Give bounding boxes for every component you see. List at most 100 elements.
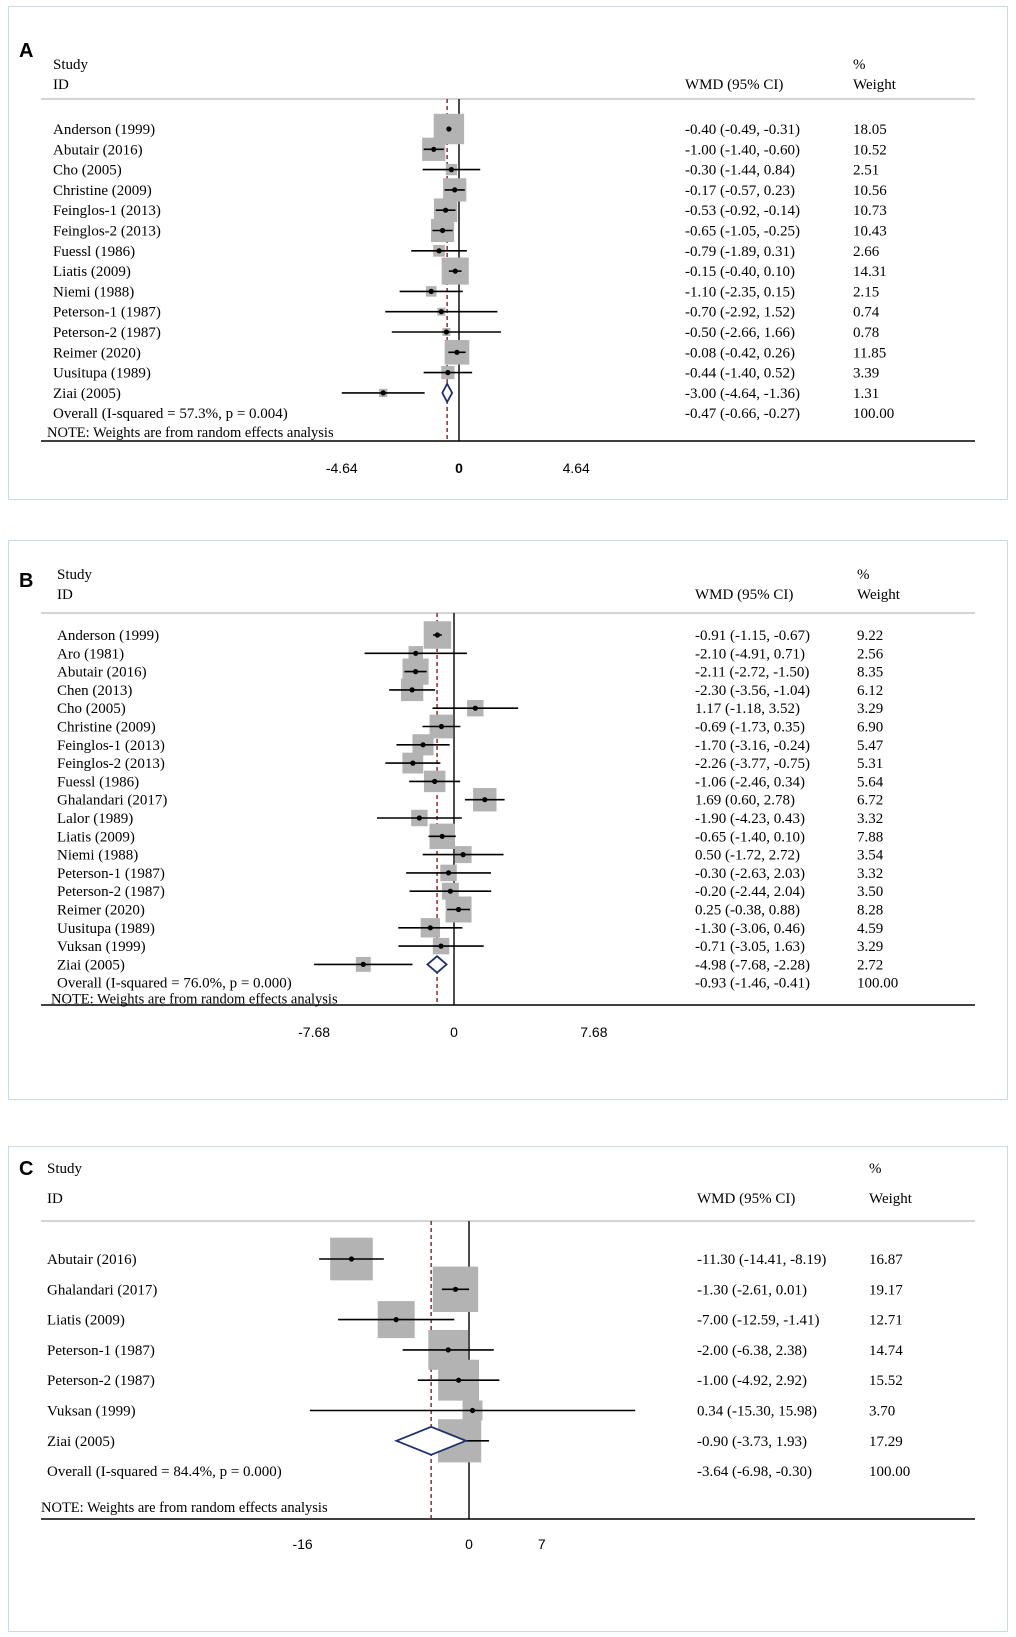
forest-plot-c-svg: C Study ID WMD (95% CI)% Weight Abutair (2016… <box>19 1158 975 1552</box>
study-ci: -0.53 (-0.92, -0.14) <box>685 203 800 219</box>
point-estimate <box>348 1256 355 1262</box>
study-weight: 6.12 <box>857 683 883 699</box>
point-estimate <box>482 797 488 803</box>
study-weight: 14.74 <box>869 1343 903 1359</box>
overall-ci: -0.93 (-1.46, -0.41) <box>695 976 810 992</box>
study-label: Liatis (2009) <box>47 1313 125 1329</box>
study-ci: -1.10 (-2.35, 0.15) <box>685 284 795 300</box>
study-weight: 4.59 <box>857 921 883 937</box>
study-weight: 11.85 <box>853 345 886 361</box>
point-estimate <box>443 207 449 213</box>
study-weight: 3.29 <box>857 701 883 717</box>
study-label: Christine (2009) <box>57 720 156 736</box>
study-ci: -0.65 (-1.05, -0.25) <box>685 224 800 240</box>
point-estimate <box>447 888 453 894</box>
study-ci: -0.50 (-2.66, 1.66) <box>685 325 795 341</box>
axis-tick-label: -16 <box>292 1536 312 1552</box>
study-weight: 6.72 <box>857 793 883 809</box>
axis-tick-label: -7.68 <box>298 1024 330 1040</box>
overall-weight: 100.00 <box>869 1464 910 1480</box>
study-ci: 0.50 (-1.72, 2.72) <box>695 848 800 864</box>
weights-note: NOTE: Weights are from random effects an… <box>51 992 338 1008</box>
study-weight: 19.17 <box>869 1282 903 1298</box>
study-label: Niemi (1988) <box>53 284 134 300</box>
study-weight: 3.54 <box>857 848 884 864</box>
study-label: Feinglos-1 (2013) <box>57 738 165 754</box>
study-weight: 2.66 <box>853 244 880 260</box>
point-estimate <box>452 268 458 274</box>
study-ci: -0.30 (-2.63, 2.03) <box>695 866 805 882</box>
study-weight: 8.28 <box>857 903 883 919</box>
point-estimate <box>428 288 434 294</box>
study-ci: 0.34 (-15.30, 15.98) <box>697 1404 817 1420</box>
study-label: Peterson-1 (1987) <box>57 866 165 882</box>
forest-plot-panel-c: C Study ID WMD (95% CI)% Weight Abutair (2016… <box>8 1146 1008 1632</box>
point-estimate <box>438 309 444 315</box>
study-label: Ghalandari (2017) <box>57 793 167 809</box>
point-estimate <box>427 925 433 931</box>
study-ci: -2.26 (-3.77, -0.75) <box>695 756 810 772</box>
study-label: Peterson-1 (1987) <box>53 305 161 321</box>
weights-note: NOTE: Weights are from random effects an… <box>47 425 334 441</box>
study-label: Liatis (2009) <box>53 264 131 280</box>
point-estimate <box>438 723 445 730</box>
study-weight: 10.43 <box>853 224 887 240</box>
point-estimate <box>436 248 442 254</box>
study-ci: -1.30 (-2.61, 0.01) <box>697 1282 807 1298</box>
study-ci: -1.30 (-3.06, 0.46) <box>695 921 805 937</box>
point-estimate <box>439 833 445 839</box>
point-estimate <box>420 742 426 748</box>
point-estimate <box>452 187 458 193</box>
point-estimate <box>431 146 437 152</box>
axis-tick-label: 7 <box>538 1536 546 1552</box>
study-weight: 14.31 <box>853 264 887 280</box>
study-ci: -0.70 (-2.92, 1.52) <box>685 305 795 321</box>
header-pct: % <box>869 1161 882 1177</box>
overall-diamond <box>441 381 454 404</box>
study-label: Niemi (1988) <box>57 848 138 864</box>
weights-note: NOTE: Weights are from random effects an… <box>41 1500 328 1516</box>
study-ci: -2.11 (-2.72, -1.50) <box>695 665 809 681</box>
point-estimate <box>445 870 452 876</box>
overall-weight: 100.00 <box>853 406 894 422</box>
study-ci: -4.98 (-7.68, -2.28) <box>695 957 810 973</box>
study-ci: -2.10 (-4.91, 0.71) <box>695 646 805 662</box>
study-ci: 0.25 (-0.38, 0.88) <box>695 903 800 919</box>
axis-tick-label: 0 <box>465 1536 473 1552</box>
study-weight: 6.90 <box>857 720 883 736</box>
study-label: Fuessl (1986) <box>53 244 135 260</box>
overall-label: Overall (I-squared = 57.3%, p = 0.004) <box>53 406 288 422</box>
point-estimate <box>380 390 386 396</box>
overall-ci: -3.64 (-6.98, -0.30) <box>697 1464 812 1480</box>
study-label: Uusitupa (1989) <box>53 366 151 382</box>
study-weight: 8.35 <box>857 665 883 681</box>
axis-tick-label: 0 <box>455 460 463 476</box>
header-id: ID <box>47 1191 63 1207</box>
study-weight: 10.52 <box>853 142 887 158</box>
study-weight: 1.31 <box>853 386 879 402</box>
study-label: Cho (2005) <box>53 163 122 179</box>
header-pct: % <box>853 57 866 73</box>
study-ci: -0.15 (-0.40, 0.10) <box>685 264 795 280</box>
point-estimate <box>434 632 441 638</box>
overall-label: Overall (I-squared = 84.4%, p = 0.000) <box>47 1464 282 1480</box>
overall-diamond <box>426 954 448 974</box>
axis-tick-label: 7.68 <box>580 1024 607 1040</box>
axis-tick-label: -4.64 <box>326 460 358 476</box>
forest-plot-a-svg: A Study ID WMD (95% CI)% Weight Anderson (199… <box>19 40 975 476</box>
point-estimate <box>439 227 446 234</box>
study-weight: 2.56 <box>857 646 884 662</box>
point-estimate <box>410 760 416 766</box>
study-ci: -0.71 (-3.05, 1.63) <box>695 939 805 955</box>
point-estimate <box>472 705 478 711</box>
point-estimate <box>469 1407 476 1414</box>
study-weight: 2.72 <box>857 957 883 973</box>
overall-label: Overall (I-squared = 76.0%, p = 0.000) <box>57 976 292 992</box>
study-ci: -1.06 (-2.46, 0.34) <box>695 774 805 790</box>
study-weight: 5.47 <box>857 738 884 754</box>
point-estimate <box>432 778 438 784</box>
study-label: Uusitupa (1989) <box>57 921 155 937</box>
study-ci: -0.65 (-1.40, 0.10) <box>695 829 805 845</box>
study-weight: 5.31 <box>857 756 883 772</box>
study-ci: -0.44 (-1.40, 0.52) <box>685 366 795 382</box>
